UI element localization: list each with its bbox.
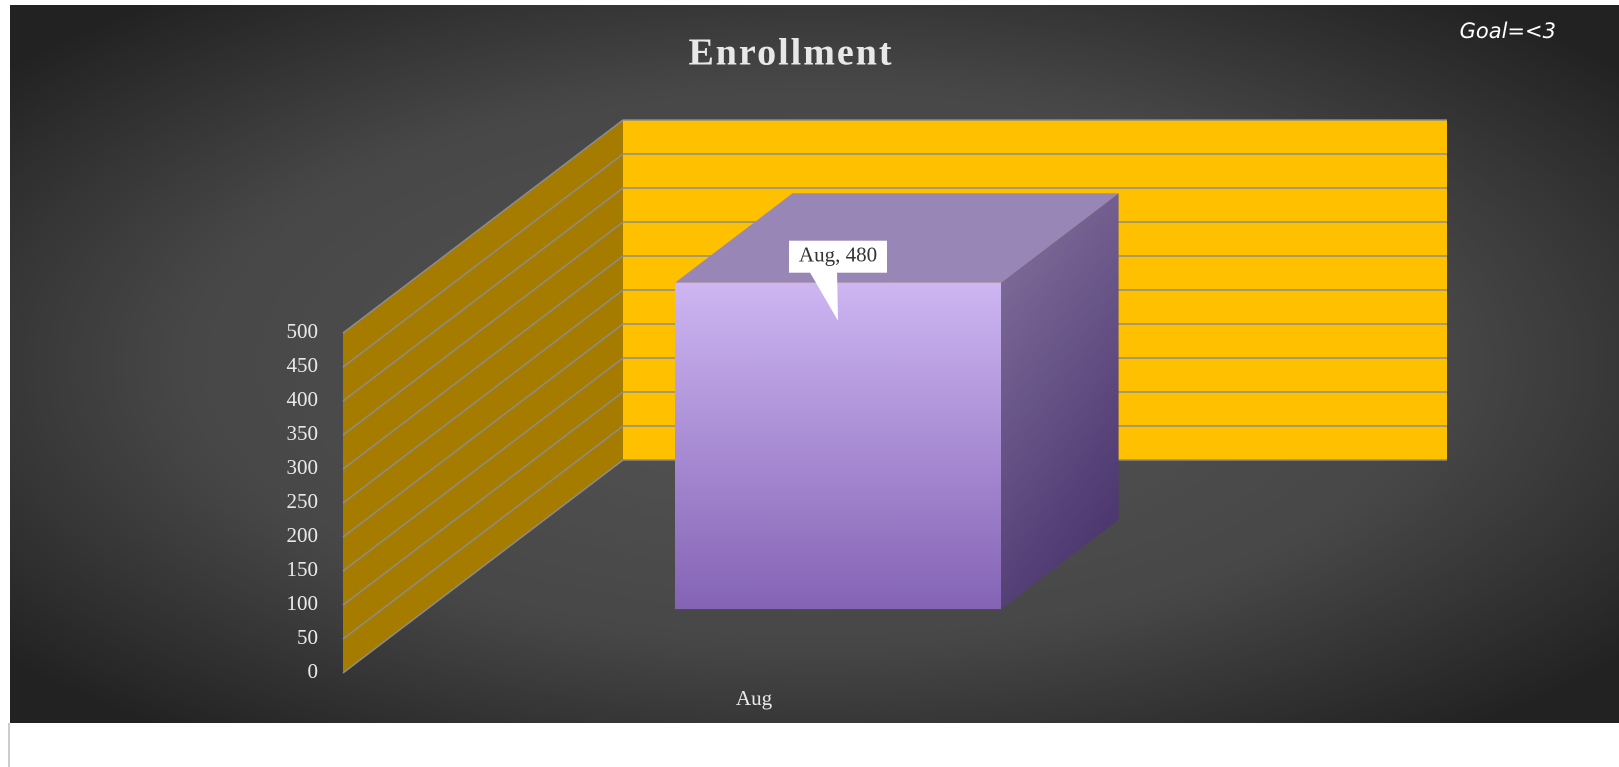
marks: Aug, 480 (675, 193, 1119, 610)
grid-line (342, 391, 624, 606)
y-tick-label: 400 (287, 387, 319, 411)
y-tick-label: 450 (287, 353, 319, 377)
grid-line (342, 357, 624, 572)
bar (675, 282, 1001, 610)
y-tick-label: 350 (287, 421, 319, 445)
grid-line (342, 425, 624, 640)
y-tick-label: 300 (287, 455, 319, 479)
grid-line (342, 153, 624, 368)
grid-line (342, 289, 624, 504)
x-tick-label: Aug (736, 686, 773, 710)
grid-line (342, 459, 624, 674)
goal-annotation: Goal=<3 (1460, 19, 1556, 43)
grid-line (342, 119, 624, 334)
y-tick-label: 50 (297, 625, 318, 649)
bar-top (675, 193, 1119, 283)
grid-line (342, 187, 624, 402)
y-tick-label: 500 (287, 319, 319, 343)
data-label-box (789, 240, 887, 273)
grid-line (342, 255, 624, 470)
bar-side (1001, 193, 1119, 610)
y-tick-label: 150 (287, 557, 319, 581)
data-label-pointer (809, 270, 838, 321)
y-tick-label: 250 (287, 489, 319, 513)
y-tick-label: 100 (287, 591, 319, 615)
chart-title: Enrollment (688, 32, 893, 74)
y-tick-label: 200 (287, 523, 319, 547)
data-label: Aug, 480 (799, 243, 877, 267)
y-tick-label: 0 (308, 659, 319, 683)
grid-line (342, 323, 624, 538)
grid-line (342, 221, 624, 436)
